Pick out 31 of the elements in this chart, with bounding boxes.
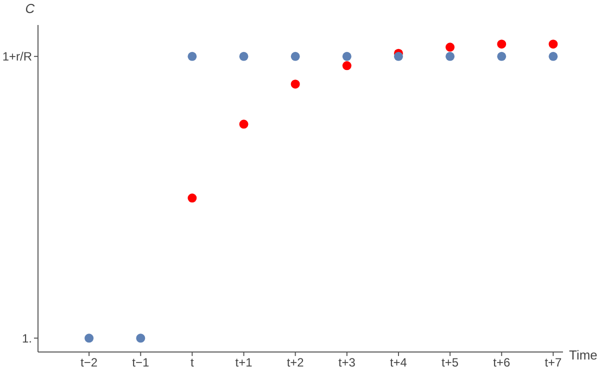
text: 1.	[22, 331, 32, 346]
x-tick-label: t+4	[390, 356, 408, 370]
x-tick-label: t−1	[132, 356, 150, 370]
point	[188, 194, 197, 203]
point	[84, 334, 94, 343]
point	[497, 52, 506, 61]
text: 1+r/R	[2, 50, 32, 64]
point	[239, 120, 248, 129]
point	[290, 80, 300, 89]
x-tick-label: t+7	[544, 356, 562, 370]
point	[548, 52, 558, 61]
x-tick-label: t+1	[235, 356, 253, 370]
x-axis-title: Time	[569, 347, 598, 362]
point	[239, 52, 248, 61]
x-tick-label: t−2	[80, 356, 98, 370]
point	[188, 52, 197, 61]
x-tick-label: t+3	[338, 356, 356, 370]
y-axis-title: C	[25, 1, 36, 16]
point	[446, 52, 455, 61]
point	[497, 40, 506, 49]
point	[136, 334, 146, 343]
point	[394, 52, 403, 61]
x-tick-label: t	[190, 356, 195, 370]
point	[290, 52, 300, 61]
point	[548, 40, 558, 49]
x-tick-label: t+6	[493, 356, 510, 370]
x-tick-label: t+5	[442, 356, 459, 370]
point	[342, 52, 352, 61]
point	[342, 61, 352, 70]
x-tick-label: t+2	[286, 356, 304, 370]
point	[446, 42, 455, 52]
